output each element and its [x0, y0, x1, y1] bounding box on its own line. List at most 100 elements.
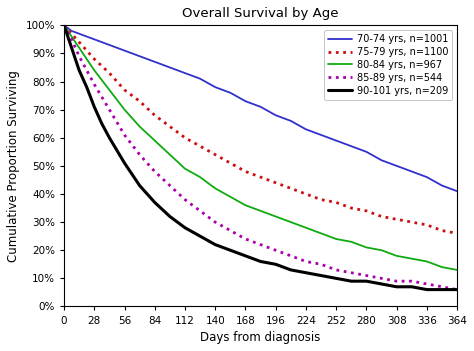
75-79 yrs, n=1100	[76, 40, 82, 44]
85-89 yrs, n=544	[197, 209, 203, 213]
80-84 yrs, n=967	[439, 265, 445, 269]
75-79 yrs, n=1100	[91, 57, 97, 61]
80-84 yrs, n=967	[197, 175, 203, 179]
85-89 yrs, n=544	[137, 153, 143, 157]
90-101 yrs, n=209	[61, 23, 67, 27]
90-101 yrs, n=209	[288, 268, 294, 272]
80-84 yrs, n=967	[212, 186, 218, 191]
90-101 yrs, n=209	[212, 243, 218, 247]
85-89 yrs, n=544	[76, 54, 82, 58]
Line: 70-74 yrs, n=1001: 70-74 yrs, n=1001	[64, 25, 457, 191]
70-74 yrs, n=1001	[212, 85, 218, 89]
75-79 yrs, n=1100	[273, 181, 279, 185]
75-79 yrs, n=1100	[122, 88, 128, 92]
90-101 yrs, n=209	[364, 279, 369, 283]
80-84 yrs, n=967	[288, 220, 294, 224]
80-84 yrs, n=967	[107, 88, 112, 92]
70-74 yrs, n=1001	[454, 189, 460, 193]
75-79 yrs, n=1100	[61, 23, 67, 27]
70-74 yrs, n=1001	[122, 48, 128, 53]
70-74 yrs, n=1001	[258, 105, 264, 109]
90-101 yrs, n=209	[152, 200, 157, 205]
90-101 yrs, n=209	[122, 161, 128, 165]
75-79 yrs, n=1100	[364, 209, 369, 213]
80-84 yrs, n=967	[69, 34, 74, 39]
70-74 yrs, n=1001	[107, 43, 112, 47]
Line: 90-101 yrs, n=209: 90-101 yrs, n=209	[64, 25, 457, 290]
90-101 yrs, n=209	[394, 285, 400, 289]
70-74 yrs, n=1001	[61, 23, 67, 27]
70-74 yrs, n=1001	[76, 32, 82, 36]
90-101 yrs, n=209	[258, 259, 264, 264]
90-101 yrs, n=209	[197, 234, 203, 238]
75-79 yrs, n=1100	[197, 144, 203, 148]
80-84 yrs, n=967	[122, 107, 128, 112]
85-89 yrs, n=544	[364, 273, 369, 278]
75-79 yrs, n=1100	[258, 175, 264, 179]
85-89 yrs, n=544	[167, 184, 173, 188]
70-74 yrs, n=1001	[318, 133, 324, 137]
85-89 yrs, n=544	[288, 254, 294, 258]
85-89 yrs, n=544	[424, 282, 430, 286]
75-79 yrs, n=1100	[394, 217, 400, 221]
90-101 yrs, n=209	[273, 262, 279, 266]
80-84 yrs, n=967	[84, 57, 90, 61]
75-79 yrs, n=1100	[152, 113, 157, 117]
90-101 yrs, n=209	[69, 46, 74, 50]
85-89 yrs, n=544	[69, 37, 74, 41]
90-101 yrs, n=209	[409, 285, 415, 289]
Line: 75-79 yrs, n=1100: 75-79 yrs, n=1100	[64, 25, 457, 233]
70-74 yrs, n=1001	[364, 150, 369, 154]
90-101 yrs, n=209	[137, 184, 143, 188]
80-84 yrs, n=967	[333, 237, 339, 241]
75-79 yrs, n=1100	[69, 32, 74, 36]
70-74 yrs, n=1001	[288, 119, 294, 123]
80-84 yrs, n=967	[348, 240, 354, 244]
75-79 yrs, n=1100	[182, 135, 188, 140]
70-74 yrs, n=1001	[182, 71, 188, 75]
75-79 yrs, n=1100	[243, 170, 248, 174]
Line: 85-89 yrs, n=544: 85-89 yrs, n=544	[64, 25, 457, 290]
70-74 yrs, n=1001	[152, 60, 157, 64]
90-101 yrs, n=209	[167, 214, 173, 219]
70-74 yrs, n=1001	[197, 77, 203, 81]
85-89 yrs, n=544	[348, 271, 354, 275]
70-74 yrs, n=1001	[69, 29, 74, 33]
80-84 yrs, n=967	[364, 245, 369, 250]
75-79 yrs, n=1100	[439, 229, 445, 233]
90-101 yrs, n=209	[424, 287, 430, 292]
70-74 yrs, n=1001	[424, 175, 430, 179]
80-84 yrs, n=967	[424, 259, 430, 264]
85-89 yrs, n=544	[107, 107, 112, 112]
75-79 yrs, n=1100	[379, 214, 384, 219]
90-101 yrs, n=209	[318, 273, 324, 278]
80-84 yrs, n=967	[258, 209, 264, 213]
70-74 yrs, n=1001	[243, 99, 248, 103]
90-101 yrs, n=209	[91, 105, 97, 109]
Legend: 70-74 yrs, n=1001, 75-79 yrs, n=1100, 80-84 yrs, n=967, 85-89 yrs, n=544, 90-101: 70-74 yrs, n=1001, 75-79 yrs, n=1100, 80…	[324, 30, 452, 100]
75-79 yrs, n=1100	[84, 48, 90, 53]
85-89 yrs, n=544	[394, 279, 400, 283]
70-74 yrs, n=1001	[409, 170, 415, 174]
80-84 yrs, n=967	[137, 124, 143, 128]
80-84 yrs, n=967	[318, 231, 324, 236]
85-89 yrs, n=544	[152, 170, 157, 174]
90-101 yrs, n=209	[107, 135, 112, 140]
90-101 yrs, n=209	[76, 68, 82, 72]
85-89 yrs, n=544	[243, 237, 248, 241]
70-74 yrs, n=1001	[303, 127, 309, 131]
80-84 yrs, n=967	[273, 214, 279, 219]
70-74 yrs, n=1001	[333, 138, 339, 143]
75-79 yrs, n=1100	[137, 99, 143, 103]
85-89 yrs, n=544	[273, 248, 279, 252]
80-84 yrs, n=967	[303, 226, 309, 230]
Y-axis label: Cumulative Proportion Surviving: Cumulative Proportion Surviving	[7, 70, 20, 262]
75-79 yrs, n=1100	[409, 220, 415, 224]
70-74 yrs, n=1001	[273, 113, 279, 117]
85-89 yrs, n=544	[379, 276, 384, 280]
85-89 yrs, n=544	[454, 287, 460, 292]
90-101 yrs, n=209	[99, 121, 105, 126]
75-79 yrs, n=1100	[303, 192, 309, 196]
75-79 yrs, n=1100	[288, 186, 294, 191]
90-101 yrs, n=209	[243, 254, 248, 258]
